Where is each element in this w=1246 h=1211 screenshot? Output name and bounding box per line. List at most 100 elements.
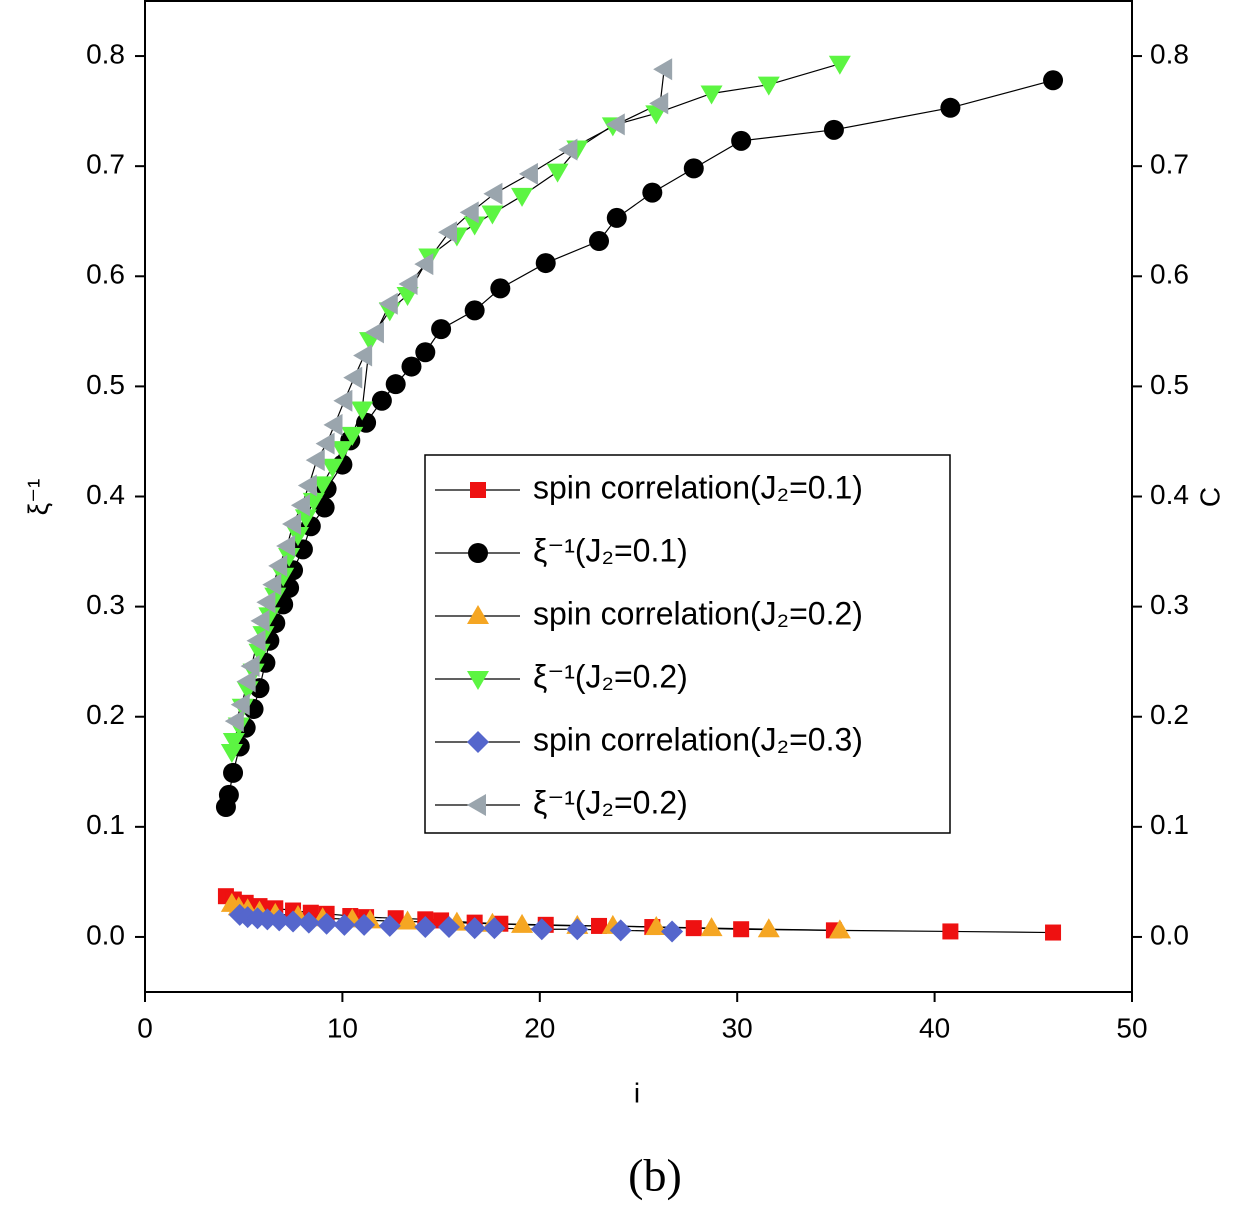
marker [661, 920, 684, 943]
caption: (b) [628, 1150, 682, 1201]
marker [609, 919, 632, 942]
legend-label: spin correlation(J₂=0.3) [533, 721, 863, 757]
marker [385, 374, 406, 395]
marker [305, 449, 325, 472]
marker [236, 670, 256, 693]
y2-axis-label: C [1194, 487, 1225, 507]
marker [700, 85, 723, 105]
legend-label: ξ⁻¹(J₂=0.2) [533, 658, 688, 694]
y-tick-label: 0.6 [86, 259, 125, 290]
marker [828, 919, 851, 939]
marker [464, 300, 485, 321]
legend-label: spin correlation(J₂=0.2) [533, 595, 863, 631]
marker [685, 920, 702, 937]
marker [364, 321, 384, 344]
y2-tick-label: 0.1 [1150, 809, 1189, 840]
marker [331, 441, 354, 461]
marker [323, 413, 343, 436]
marker [828, 55, 851, 75]
marker [940, 97, 961, 118]
y2-tick-label: 0.4 [1150, 479, 1189, 510]
marker [463, 216, 486, 236]
y-tick-label: 0.2 [86, 699, 125, 730]
legend-marker [467, 731, 489, 753]
legend: spin correlation(J₂=0.1) ξ⁻¹(J₂=0.1) spin … [424, 454, 951, 834]
marker [268, 554, 288, 577]
marker [437, 916, 460, 939]
marker [431, 319, 452, 340]
legend-label: ξ⁻¹(J₂=0.2) [533, 784, 688, 820]
legend-label: spin correlation(J₂=0.1) [533, 469, 863, 505]
marker [733, 921, 750, 938]
marker [314, 497, 335, 518]
marker [414, 916, 437, 939]
legend-marker [467, 605, 489, 624]
marker [333, 913, 356, 936]
marker [371, 390, 392, 411]
marker [566, 918, 589, 941]
marker [230, 693, 250, 716]
x-tick-label: 40 [919, 1012, 950, 1043]
marker [401, 356, 422, 377]
x-tick-label: 50 [1116, 1012, 1147, 1043]
marker [240, 655, 260, 678]
marker [530, 918, 553, 941]
marker [341, 426, 364, 446]
marker [262, 573, 282, 596]
marker [483, 182, 503, 205]
marker [642, 182, 663, 203]
marker [415, 342, 436, 363]
marker [1043, 70, 1064, 91]
y-tick-label: 0.1 [86, 809, 125, 840]
marker [942, 923, 959, 940]
x-tick-label: 20 [524, 1012, 555, 1043]
marker [315, 912, 338, 935]
marker [463, 917, 486, 940]
marker [535, 253, 556, 274]
marker [286, 527, 309, 547]
y2-tick-label: 0.0 [1150, 919, 1189, 950]
marker [606, 207, 627, 228]
y-tick-label: 0.3 [86, 589, 125, 620]
marker [398, 272, 418, 295]
marker [546, 163, 569, 183]
marker [333, 389, 353, 412]
marker [246, 629, 266, 652]
y2-tick-label: 0.2 [1150, 699, 1189, 730]
marker [218, 784, 239, 805]
marker [290, 494, 310, 517]
marker [589, 231, 610, 252]
marker [649, 92, 669, 115]
y-tick-label: 0.0 [86, 919, 125, 950]
y2-tick-label: 0.6 [1150, 259, 1189, 290]
marker [757, 918, 780, 938]
marker [297, 911, 320, 934]
marker [511, 913, 534, 933]
legend-marker [468, 543, 488, 563]
marker [222, 732, 245, 752]
marker [311, 476, 334, 496]
marker [511, 187, 534, 207]
marker [276, 535, 296, 558]
marker [757, 76, 780, 96]
legend-marker [467, 671, 489, 690]
marker [518, 162, 538, 185]
marker [653, 58, 673, 81]
marker [700, 917, 723, 937]
marker [683, 158, 704, 179]
marker [282, 910, 305, 933]
x-tick-label: 0 [137, 1012, 153, 1043]
y-tick-label: 0.5 [86, 369, 125, 400]
marker [224, 710, 244, 733]
y-axis-label: ξ⁻¹ [22, 479, 53, 516]
y2-tick-label: 0.7 [1150, 149, 1189, 180]
marker [378, 292, 398, 315]
marker [558, 138, 578, 161]
marker [645, 916, 668, 936]
y2-tick-label: 0.3 [1150, 589, 1189, 620]
marker [437, 221, 457, 244]
marker [321, 458, 344, 478]
legend-marker [470, 482, 486, 498]
marker [591, 917, 608, 934]
